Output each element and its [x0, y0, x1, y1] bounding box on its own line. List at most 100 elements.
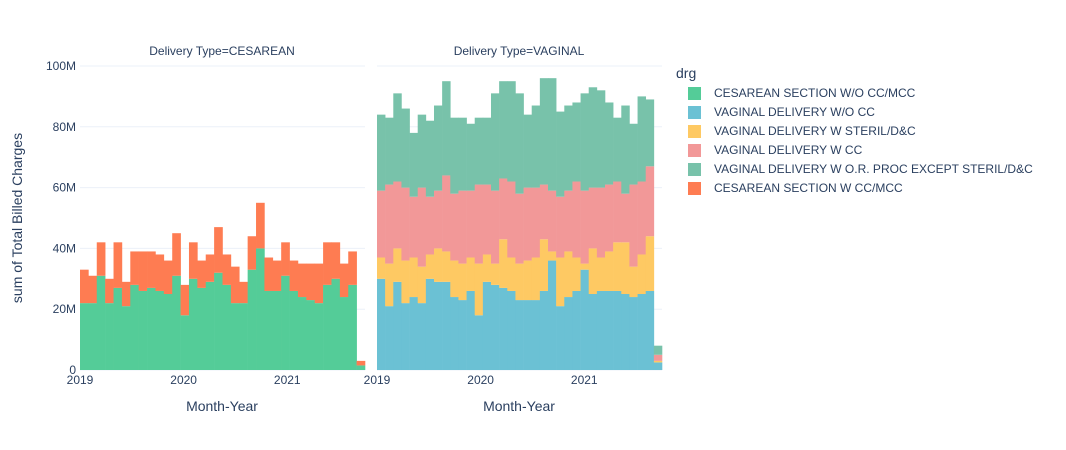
bar-segment[interactable] — [323, 284, 332, 370]
bar-segment[interactable] — [113, 242, 123, 288]
bar-segment[interactable] — [482, 281, 492, 370]
bar-segment[interactable] — [482, 254, 492, 282]
bar-segment[interactable] — [507, 290, 516, 370]
bar-segment[interactable] — [239, 303, 248, 370]
bar-segment[interactable] — [272, 260, 282, 291]
bar-segment[interactable] — [147, 287, 156, 370]
bar-segment[interactable] — [113, 287, 123, 370]
bar-segment[interactable] — [645, 236, 655, 291]
bar-segment[interactable] — [205, 254, 215, 282]
bar-segment[interactable] — [393, 281, 402, 370]
bar-segment[interactable] — [417, 114, 427, 188]
bar-segment[interactable] — [356, 365, 366, 370]
bar-segment[interactable] — [645, 166, 655, 237]
bar-segment[interactable] — [499, 287, 508, 370]
bar-segment[interactable] — [613, 181, 622, 243]
bar-segment[interactable] — [637, 96, 647, 182]
bar-segment[interactable] — [450, 117, 459, 194]
bar-segment[interactable] — [377, 114, 386, 191]
bar-segment[interactable] — [356, 360, 366, 366]
bar-segment[interactable] — [596, 257, 606, 291]
bar-segment[interactable] — [393, 93, 402, 182]
bar-segment[interactable] — [401, 187, 410, 261]
bar-segment[interactable] — [80, 303, 89, 370]
bar-segment[interactable] — [596, 290, 606, 370]
bar-segment[interactable] — [539, 290, 549, 370]
bar-segment[interactable] — [214, 227, 223, 273]
bar-segment[interactable] — [105, 278, 114, 304]
bar-segment[interactable] — [548, 260, 557, 370]
bar-segment[interactable] — [523, 300, 533, 370]
bar-segment[interactable] — [572, 102, 581, 182]
bar-segment[interactable] — [409, 196, 419, 258]
bar-segment[interactable] — [130, 284, 139, 370]
bar-segment[interactable] — [653, 345, 663, 355]
bar-segment[interactable] — [564, 190, 573, 252]
bar-segment[interactable] — [214, 272, 223, 370]
bar-segment[interactable] — [621, 193, 630, 243]
bar-segment[interactable] — [539, 184, 549, 240]
bar-segment[interactable] — [629, 266, 638, 298]
bar-segment[interactable] — [531, 187, 541, 258]
bar-segment[interactable] — [297, 263, 307, 298]
bar-segment[interactable] — [377, 278, 386, 370]
bar-segment[interactable] — [105, 303, 114, 370]
bar-segment[interactable] — [172, 233, 181, 276]
bar-segment[interactable] — [653, 360, 663, 363]
bar-segment[interactable] — [548, 251, 557, 261]
bar-segment[interactable] — [466, 190, 476, 258]
bar-segment[interactable] — [80, 269, 89, 304]
bar-segment[interactable] — [138, 290, 148, 370]
bar-segment[interactable] — [180, 284, 190, 316]
bar-segment[interactable] — [239, 281, 248, 304]
bar-segment[interactable] — [539, 239, 549, 291]
bar-segment[interactable] — [96, 242, 106, 276]
bar-segment[interactable] — [605, 184, 614, 252]
bar-segment[interactable] — [331, 278, 341, 370]
bar-segment[interactable] — [531, 257, 541, 301]
bar-segment[interactable] — [314, 263, 324, 304]
bar-segment[interactable] — [230, 303, 240, 370]
bar-segment[interactable] — [596, 90, 606, 188]
bar-segment[interactable] — [297, 297, 307, 370]
bar-segment[interactable] — [588, 187, 598, 249]
bar-segment[interactable] — [531, 105, 541, 188]
bar-segment[interactable] — [637, 181, 647, 255]
bar-segment[interactable] — [564, 297, 573, 370]
bar-segment[interactable] — [281, 242, 290, 276]
bar-segment[interactable] — [637, 254, 647, 294]
bar-segment[interactable] — [306, 263, 315, 301]
bar-segment[interactable] — [306, 300, 315, 370]
bar-segment[interactable] — [458, 300, 467, 370]
bar-segment[interactable] — [450, 297, 459, 370]
bar-segment[interactable] — [637, 294, 647, 370]
bar-segment[interactable] — [507, 181, 516, 258]
bar-segment[interactable] — [434, 105, 443, 191]
bar-segment[interactable] — [434, 281, 443, 370]
bar-segment[interactable] — [377, 190, 386, 258]
bar-segment[interactable] — [645, 99, 655, 167]
bar-segment[interactable] — [580, 190, 590, 264]
legend-item[interactable]: CESAREAN SECTION W/O CC/MCC — [688, 86, 916, 100]
bar-segment[interactable] — [281, 275, 290, 370]
bar-segment[interactable] — [596, 187, 606, 258]
bar-segment[interactable] — [425, 254, 435, 279]
bar-segment[interactable] — [564, 105, 573, 191]
bar-segment[interactable] — [434, 190, 443, 249]
bar-segment[interactable] — [588, 248, 598, 294]
bar-segment[interactable] — [629, 123, 638, 185]
bar-segment[interactable] — [523, 114, 533, 188]
bar-segment[interactable] — [466, 290, 476, 370]
bar-segment[interactable] — [515, 93, 524, 194]
bar-segment[interactable] — [474, 117, 484, 185]
bar-segment[interactable] — [613, 117, 622, 182]
bar-segment[interactable] — [491, 93, 500, 191]
bar-segment[interactable] — [491, 263, 500, 285]
bar-segment[interactable] — [434, 248, 443, 282]
bar-segment[interactable] — [385, 306, 394, 370]
bar-segment[interactable] — [499, 239, 508, 288]
bar-segment[interactable] — [482, 184, 492, 255]
bar-segment[interactable] — [564, 251, 573, 298]
bar-segment[interactable] — [442, 251, 451, 282]
bar-segment[interactable] — [548, 190, 557, 252]
